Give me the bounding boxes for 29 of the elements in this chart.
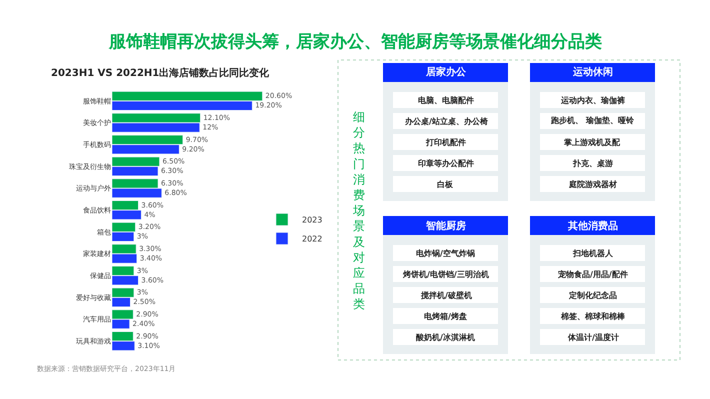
legend-label: 2023 xyxy=(302,216,322,225)
text: 打印机配件 xyxy=(425,138,466,147)
text: 烤饼机/电饼铛/三明治机 xyxy=(402,270,489,279)
text: 宠物食品/用品/配件 xyxy=(557,269,628,279)
text: 智能厨房 xyxy=(425,220,466,232)
chart-title: 细分热门消费场景及对应品类 xyxy=(353,110,365,312)
text: 居家办公 xyxy=(425,66,467,78)
text: 体温计/温度计 xyxy=(567,332,619,342)
text: 电烤箱/烤盘 xyxy=(424,312,467,321)
text: 掌上游戏机及配 xyxy=(564,138,621,147)
text: 运动休闲 xyxy=(572,66,613,78)
text: 其他消费品 xyxy=(567,220,618,232)
text: 搅拌机/破壁机 xyxy=(420,290,472,300)
text: 白板 xyxy=(437,180,454,189)
text: 办公桌/站立桌、办公椅 xyxy=(404,116,488,126)
text: 电脑、电脑配件 xyxy=(418,96,474,105)
text: 扑克、桌游 xyxy=(572,159,613,168)
legend-label: 2022 xyxy=(302,234,322,244)
text: 服饰鞋帽再次拔得头筹，居家办公、智能厨房等场景催化细分品类 xyxy=(108,32,602,52)
text: 酸奶机/冰淇淋机 xyxy=(416,333,475,342)
text: 电炸锅/空气炸锅 xyxy=(416,248,475,258)
text: 运动内衣、瑜伽裤 xyxy=(560,95,625,105)
text: 跑步机、 瑜伽垫、哑铃 xyxy=(550,116,635,125)
text: 棉签、棉球和棉棒 xyxy=(560,312,626,321)
text: 定制化纪念品 xyxy=(568,290,617,300)
text: 庭院游戏器材 xyxy=(568,179,617,189)
text: 印章等办公配件 xyxy=(418,159,474,168)
chart-subtitle: 2023H1 VS 2022H1出海店铺数占比同比变化 xyxy=(51,67,270,79)
text: 扫地机器人 xyxy=(572,249,614,258)
